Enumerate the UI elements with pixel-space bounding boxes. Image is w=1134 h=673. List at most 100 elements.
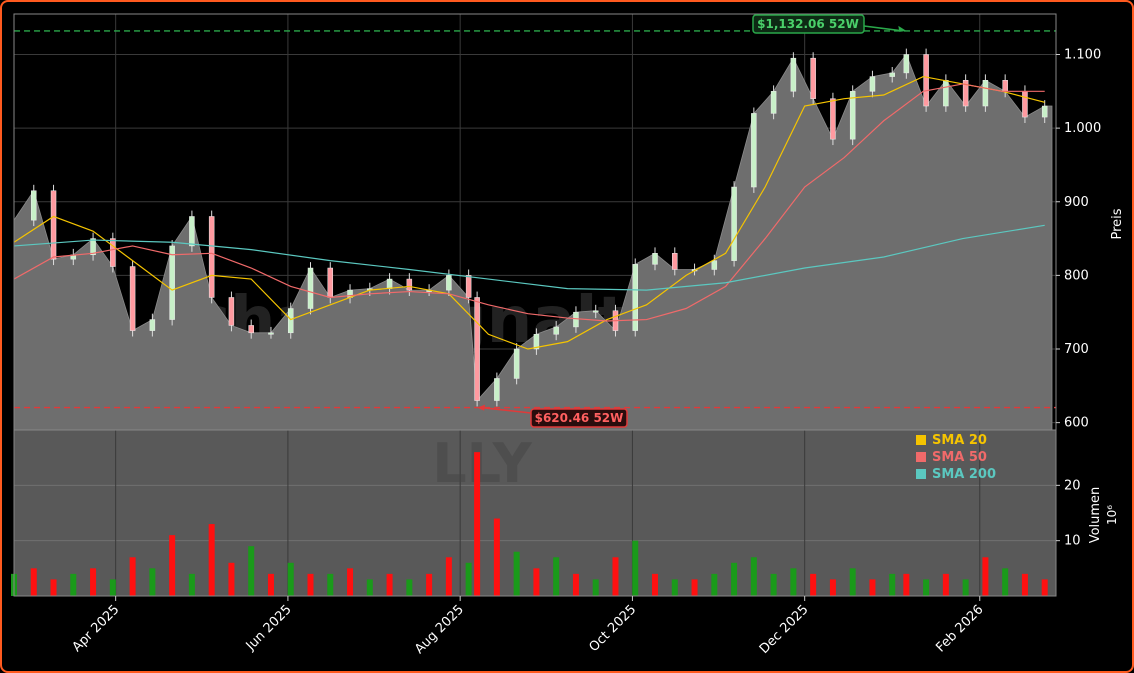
candle-body: [672, 253, 678, 270]
volume-bar: [109, 579, 116, 596]
candle-body: [50, 190, 57, 260]
price-axis-label: Preis: [1110, 208, 1125, 239]
volume-bar: [632, 540, 639, 596]
sma-line: [13, 83, 1045, 322]
legend-label: SMA 20: [932, 433, 987, 448]
candle-body: [494, 378, 500, 401]
candle-body: [90, 238, 96, 256]
low-52w-box: [530, 408, 628, 428]
candle-body: [632, 264, 638, 331]
candle-body: [869, 76, 876, 92]
candle-body: [962, 80, 969, 107]
candle-body: [248, 325, 254, 334]
candle-body: [228, 297, 235, 326]
candle-body: [513, 348, 520, 379]
candle-body: [474, 297, 480, 401]
date-tick-label: Oct 2025: [586, 602, 639, 655]
volume-bar: [267, 573, 274, 596]
candle-body: [208, 216, 215, 298]
volume-bar: [553, 557, 560, 596]
volume-bar: [829, 579, 836, 596]
volume-bar: [923, 579, 930, 596]
legend-label: SMA 50: [932, 450, 987, 465]
volume-bar: [903, 573, 910, 596]
volume-bar: [790, 568, 797, 596]
volume-bar: [810, 573, 817, 596]
high-52w-arrow: [863, 25, 903, 32]
candle-body: [731, 186, 737, 261]
price-tick-label: 900: [1064, 195, 1089, 210]
volume-bar: [248, 546, 255, 596]
candle-body: [465, 275, 472, 298]
date-tick-label: Jun 2025: [243, 602, 295, 654]
volume-bar: [711, 573, 718, 596]
volume-tick-label: 10: [1064, 534, 1081, 549]
volume-bar: [671, 579, 678, 596]
volume-bar: [445, 557, 452, 596]
candle-body: [1022, 91, 1028, 118]
legend-swatch: [916, 435, 926, 445]
volume-bar: [465, 562, 472, 596]
volume-bar: [426, 573, 433, 596]
candle-body: [849, 91, 856, 140]
candle-body: [943, 80, 949, 107]
volume-bar: [770, 573, 777, 596]
candle-body: [770, 91, 777, 114]
candle-body: [189, 216, 195, 247]
candle-body: [1002, 80, 1008, 92]
volume-bar: [307, 573, 314, 596]
candle-body: [287, 308, 294, 334]
volume-bar: [188, 573, 195, 596]
volume-bar: [849, 568, 856, 596]
volume-bar: [149, 568, 156, 596]
candle-body: [169, 245, 175, 320]
volume-bar: [942, 573, 949, 596]
volume-bar: [366, 579, 373, 596]
volume-bar: [962, 579, 969, 596]
volume-bar: [70, 573, 77, 596]
volume-bar: [572, 573, 579, 596]
volume-bar: [982, 557, 989, 596]
candle-body: [573, 311, 579, 328]
volume-bar: [750, 557, 757, 596]
volume-bar: [327, 573, 334, 596]
plot-border: [13, 13, 1057, 597]
volume-bar: [513, 551, 520, 596]
volume-bar: [208, 524, 215, 596]
candle-body: [110, 238, 116, 267]
candle-body: [533, 334, 540, 350]
volume-bar: [612, 557, 619, 596]
candle-body: [592, 310, 599, 313]
volume-bar: [889, 573, 896, 596]
volume-bar: [1002, 568, 1009, 596]
volume-bar: [493, 518, 500, 596]
candle-body: [790, 57, 797, 92]
candle-body: [149, 319, 156, 331]
volume-bar: [869, 579, 876, 596]
candle-body: [830, 98, 836, 140]
candle-body: [31, 190, 37, 221]
candle-body: [307, 267, 314, 309]
legend-label: SMA 200: [932, 467, 996, 482]
volume-bar: [386, 573, 393, 596]
candle-body: [652, 253, 658, 265]
low-52w-arrow: [481, 406, 532, 414]
watermark-ticker: LLY: [432, 432, 532, 495]
sma-line: [13, 75, 1045, 350]
candle-body: [711, 260, 718, 270]
high-52w-box: [752, 14, 865, 34]
volume-bar: [474, 452, 481, 596]
volume-bar: [406, 579, 413, 596]
volume-bar: [169, 535, 176, 596]
volume-bar: [287, 562, 294, 596]
legend-swatch: [916, 452, 926, 462]
volume-bar: [691, 579, 698, 596]
volume-axis-label: Volumen: [1088, 487, 1103, 544]
candle-body: [982, 80, 989, 107]
low-52w-arrowhead: [477, 404, 486, 411]
price-tick-label: 1.100: [1064, 47, 1101, 62]
volume-bar: [592, 579, 599, 596]
volume-bar: [50, 579, 57, 596]
candle-body: [923, 54, 929, 107]
